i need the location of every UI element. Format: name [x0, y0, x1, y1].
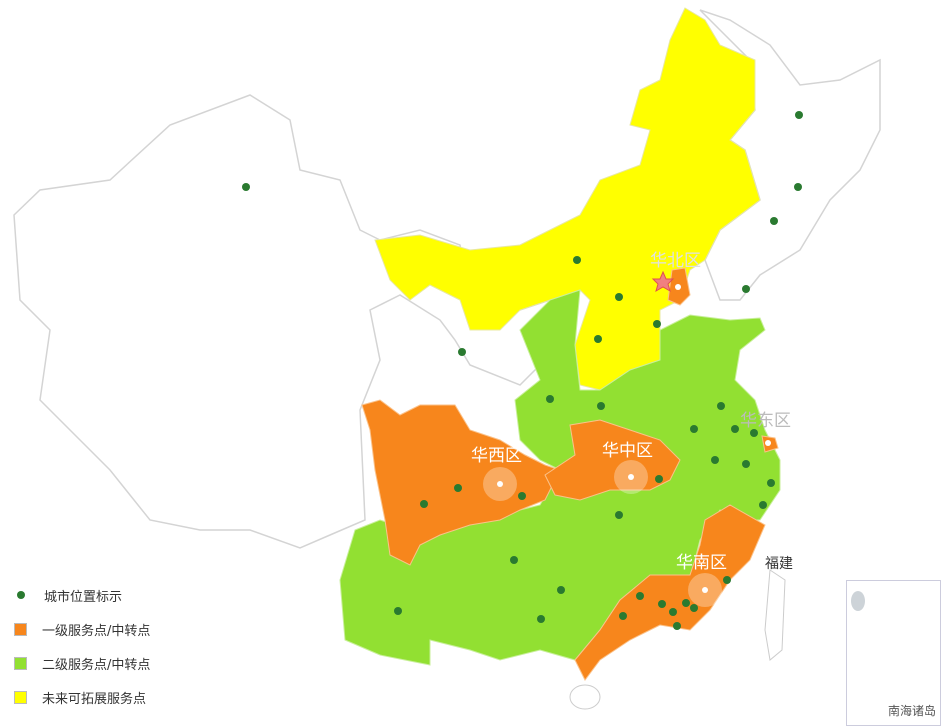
legend-item-city[interactable]: 城市位置标示 [14, 578, 150, 612]
city-marker[interactable] [795, 111, 803, 119]
legend-item-future[interactable]: 未来可拓展服务点 [14, 680, 150, 714]
city-marker[interactable] [537, 615, 545, 623]
region-label-central: 华中区 [602, 441, 653, 461]
city-marker[interactable] [615, 293, 623, 301]
legend-label: 一级服务点/中转点 [42, 623, 151, 639]
region-label-north: 华北区 [650, 251, 701, 271]
city-marker[interactable] [458, 348, 466, 356]
city-marker[interactable] [731, 425, 739, 433]
hub-south-center [702, 587, 708, 593]
hub-west-center [497, 481, 503, 487]
city-marker[interactable] [573, 256, 581, 264]
city-marker[interactable] [658, 600, 666, 608]
city-marker[interactable] [673, 622, 681, 630]
legend-label: 城市位置标示 [44, 589, 123, 605]
tier2-swatch-icon [14, 656, 27, 670]
legend-label: 二级服务点/中转点 [42, 657, 151, 673]
legend-label: 未来可拓展服务点 [42, 691, 147, 707]
tier1-swatch-icon [14, 622, 27, 636]
city-marker[interactable] [546, 395, 554, 403]
inset-label: 南海诸岛 [887, 704, 936, 718]
city-marker[interactable] [655, 475, 663, 483]
city-marker[interactable] [653, 320, 661, 328]
hub-north-center [675, 284, 681, 290]
city-marker[interactable] [742, 460, 750, 468]
city-marker[interactable] [615, 511, 623, 519]
city-marker[interactable] [242, 183, 250, 191]
city-marker[interactable] [597, 402, 605, 410]
city-marker[interactable] [711, 456, 719, 464]
hub-east-center [765, 440, 771, 446]
capital-star-icon [651, 270, 675, 293]
city-marker[interactable] [594, 335, 602, 343]
city-marker[interactable] [690, 425, 698, 433]
city-marker[interactable] [717, 402, 725, 410]
region-tier1-west[interactable] [361, 399, 561, 566]
region-tier1-central[interactable] [544, 419, 681, 501]
city-marker[interactable] [750, 429, 758, 437]
future-swatch-icon [14, 690, 27, 704]
city-marker[interactable] [557, 586, 565, 594]
city-markers [242, 111, 803, 630]
city-marker[interactable] [742, 285, 750, 293]
city-marker[interactable] [619, 612, 627, 620]
city-marker[interactable] [690, 604, 698, 612]
legend-item-tier2[interactable]: 二级服务点/中转点 [14, 646, 150, 680]
city-marker[interactable] [723, 576, 731, 584]
city-marker[interactable] [767, 479, 775, 487]
hainan-outline [569, 684, 601, 710]
inset-hainan [851, 591, 865, 611]
city-marker[interactable] [794, 183, 802, 191]
city-marker[interactable] [669, 608, 677, 616]
taiwan-outline [764, 569, 786, 661]
city-marker[interactable] [636, 592, 644, 600]
hub-central-center [628, 474, 634, 480]
city-marker[interactable] [420, 500, 428, 508]
city-dot-icon [17, 591, 25, 599]
south-china-sea-inset: 南海诸岛 [846, 580, 941, 726]
legend: 城市位置标示 一级服务点/中转点 二级服务点/中转点 未来可拓展服务点 [14, 578, 150, 714]
region-label-south: 华南区 [676, 553, 727, 573]
city-marker[interactable] [454, 484, 462, 492]
province-label-fujian: 福建 [765, 556, 793, 572]
city-marker[interactable] [759, 501, 767, 509]
city-marker[interactable] [510, 556, 518, 564]
region-tier1-south[interactable] [574, 504, 766, 681]
region-label-west: 华西区 [471, 446, 522, 466]
city-marker[interactable] [394, 607, 402, 615]
city-marker[interactable] [518, 492, 526, 500]
city-marker[interactable] [682, 599, 690, 607]
legend-item-tier1[interactable]: 一级服务点/中转点 [14, 612, 150, 646]
region-label-east: 华东区 [740, 411, 791, 431]
city-marker[interactable] [770, 217, 778, 225]
